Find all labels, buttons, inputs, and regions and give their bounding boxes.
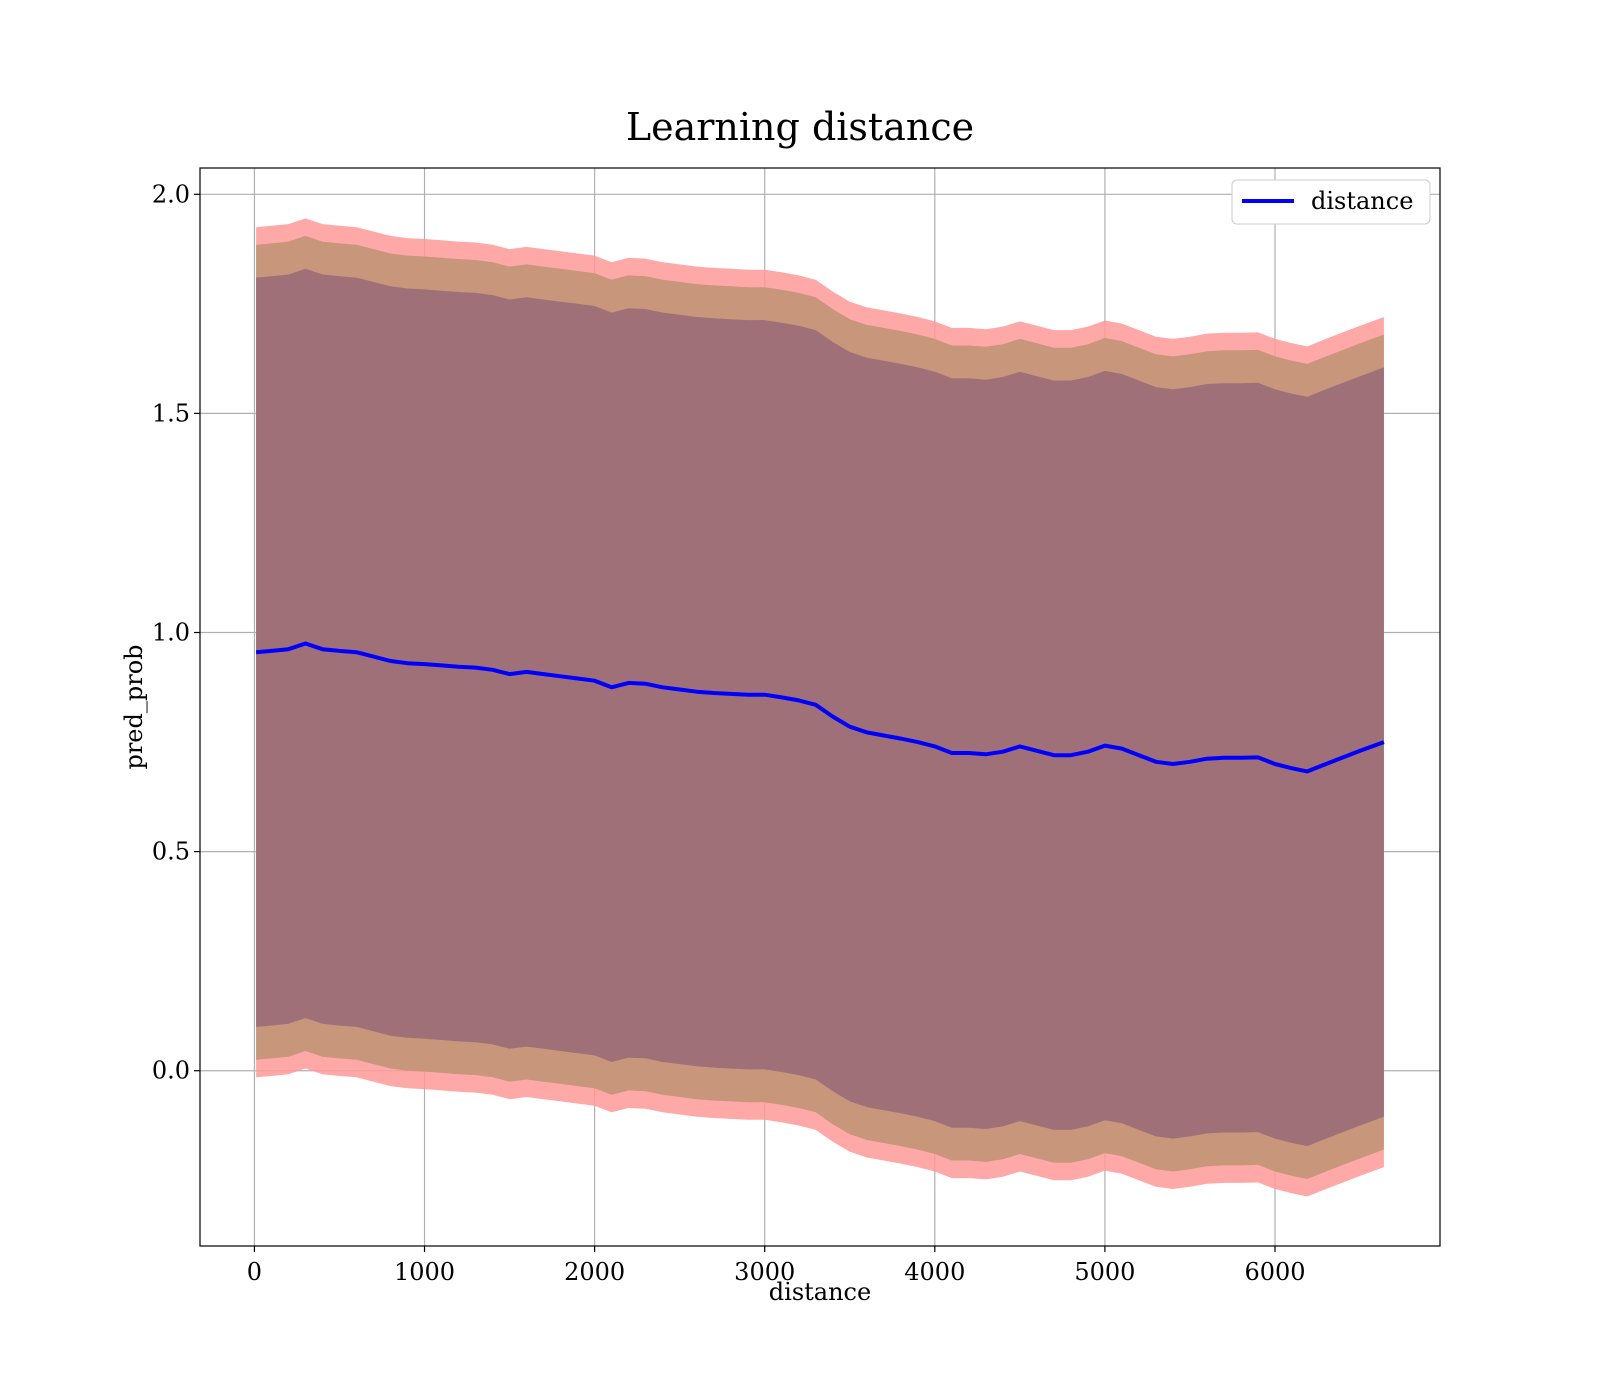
x-tick-label: 6000	[1244, 1258, 1305, 1286]
x-tick-label: 5000	[1074, 1258, 1135, 1286]
x-tick-label: 2000	[564, 1258, 625, 1286]
legend-label: distance	[1311, 187, 1413, 215]
y-tick-label: 2.0	[152, 180, 190, 208]
x-tick-label: 0	[247, 1258, 262, 1286]
x-tick-label: 3000	[734, 1258, 795, 1286]
y-axis-label: pred_prob	[120, 644, 148, 769]
x-tick-label: 1000	[394, 1258, 455, 1286]
legend: distance	[1231, 179, 1431, 225]
legend-box	[1231, 179, 1431, 225]
x-axis-ticks: 0 1000 2000 3000 4000 5000 6000	[247, 1246, 1306, 1286]
chart-title: Learning distance	[626, 105, 974, 149]
y-tick-label: 1.0	[152, 619, 190, 647]
x-axis-label: distance	[769, 1278, 871, 1306]
y-tick-label: 0.5	[152, 838, 190, 866]
plot-frame	[199, 167, 1441, 1247]
y-tick-label: 1.5	[152, 399, 190, 427]
y-tick-label: 0.0	[152, 1057, 190, 1085]
x-tick-label: 4000	[904, 1258, 965, 1286]
series-lines	[255, 641, 1385, 774]
series-line-distance	[255, 641, 1385, 774]
y-axis-ticks: 0.0 0.5 1.0 1.5 2.0	[152, 180, 200, 1085]
